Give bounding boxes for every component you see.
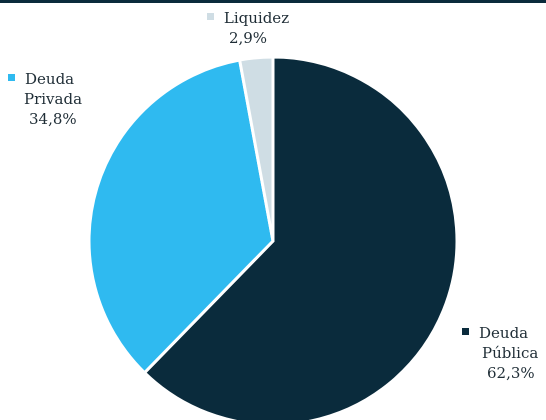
pie-slice-deuda-publica — [143, 55, 459, 420]
slice-label-deuda-publica-value: 62,3% — [487, 364, 535, 382]
pie-slice-liquidez — [238, 55, 275, 243]
slice-label-deuda-publica: Deuda Pública 62,3% — [462, 323, 546, 383]
slice-label-deuda-privada-name-2: Privada — [24, 90, 83, 108]
slice-label-deuda-privada: Deuda Privada 34,8% — [8, 69, 118, 129]
slice-label-deuda-privada-name-1: Deuda — [25, 70, 75, 88]
legend-marker-deuda-privada — [8, 73, 15, 81]
slice-label-deuda-publica-name-1: Deuda — [479, 324, 529, 342]
pie-slice-deuda-privada — [87, 58, 275, 375]
slice-label-deuda-publica-name-2: Pública — [482, 344, 539, 362]
slice-label-liquidez-value: 2,9% — [228, 29, 268, 47]
legend-marker-liquidez — [206, 12, 214, 20]
top-border — [0, 0, 546, 3]
legend-marker-deuda-publica — [462, 327, 469, 335]
slice-label-liquidez: Liquidez 2,9% — [188, 8, 308, 48]
slice-label-deuda-privada-value: 34,8% — [29, 110, 77, 128]
slice-label-liquidez-name: Liquidez — [223, 9, 290, 27]
